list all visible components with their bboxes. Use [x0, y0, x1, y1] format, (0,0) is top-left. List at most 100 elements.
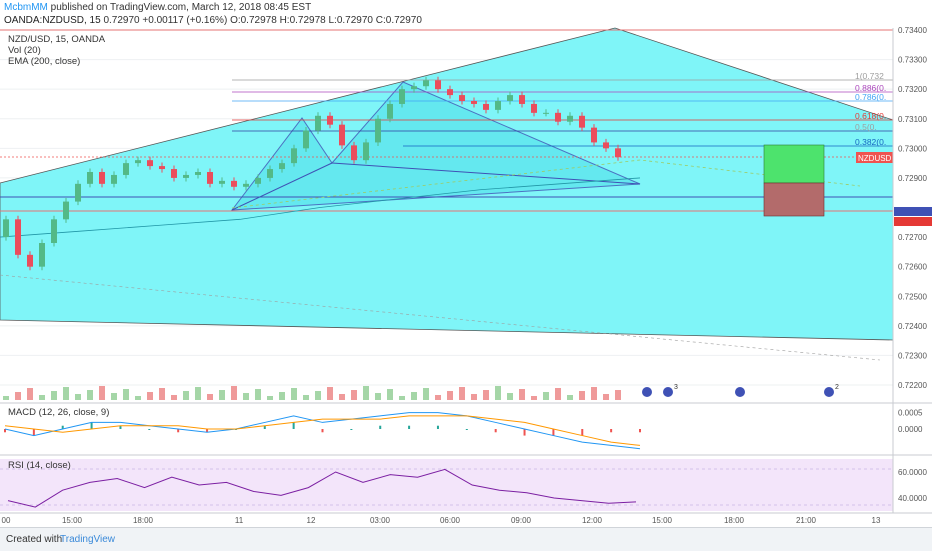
candle-body[interactable]	[207, 172, 213, 184]
volume-bar	[27, 388, 33, 400]
candle-body[interactable]	[435, 80, 441, 90]
volume-bar	[327, 387, 333, 400]
author-name[interactable]: McbmMM	[4, 2, 48, 13]
pattern-leg-bd	[331, 162, 641, 185]
candle-body[interactable]	[243, 183, 249, 187]
macd-histogram-bar	[639, 429, 641, 433]
candle-body[interactable]	[39, 243, 45, 267]
candle-body[interactable]	[87, 172, 93, 184]
ema-line	[0, 177, 641, 238]
long-stop-zone[interactable]	[763, 182, 825, 217]
macd-histogram-bar	[436, 425, 439, 429]
candle-body[interactable]	[339, 124, 345, 146]
candle-body[interactable]	[99, 172, 105, 184]
candle-body[interactable]	[567, 115, 573, 122]
candle-body[interactable]	[579, 115, 585, 128]
candle-body[interactable]	[159, 166, 165, 170]
event-icon[interactable]	[663, 387, 673, 397]
price-axis[interactable]: 0.73400 0.73300 0.73200 0.73100 0.73000 0.729…	[898, 26, 927, 503]
event-icon[interactable]	[735, 387, 745, 397]
candle-body[interactable]	[615, 148, 621, 158]
candle-body[interactable]	[279, 163, 285, 170]
macd-histogram-bar	[61, 425, 64, 429]
candle-body[interactable]	[543, 112, 549, 114]
candle-body[interactable]	[195, 172, 201, 175]
macd-label: MACD (12, 26, close, 9)	[8, 407, 110, 418]
candle-body[interactable]	[399, 89, 405, 104]
candle-body[interactable]	[363, 142, 369, 161]
candle-body[interactable]	[303, 130, 309, 149]
candle-body[interactable]	[471, 101, 477, 104]
candle-body[interactable]	[231, 180, 237, 187]
macd-histogram-bar	[206, 429, 209, 433]
time-tick-label: 18:00	[724, 516, 745, 525]
time-tick-label: 12:00	[582, 516, 603, 525]
volume-bar	[375, 393, 381, 400]
volume-bar	[243, 393, 249, 400]
ohlc-high: H:0.72978	[279, 15, 326, 26]
candle-body[interactable]	[63, 201, 69, 220]
candle-body[interactable]	[183, 174, 189, 178]
ohlc-open: O:0.72978	[230, 15, 277, 26]
volume-bar	[147, 392, 153, 400]
volume-bar	[87, 390, 93, 400]
candle-body[interactable]	[519, 95, 525, 104]
candle-body[interactable]	[351, 145, 357, 161]
event-count: 2	[835, 384, 839, 391]
candle-body[interactable]	[507, 95, 513, 101]
price-tick-label: 0.72400	[898, 322, 927, 331]
candle-body[interactable]	[375, 118, 381, 143]
candle-body[interactable]	[15, 219, 21, 255]
candle-body[interactable]	[483, 103, 489, 110]
time-axis[interactable]: 00 15:00 18:00 11 12 03:00 06:00 09:00 12:00 15:0…	[2, 516, 881, 525]
candle-body[interactable]	[459, 95, 465, 101]
candle-body[interactable]	[591, 127, 597, 143]
pattern-leg-xb	[231, 162, 333, 211]
macd-histogram-bar	[263, 425, 266, 429]
candle-body[interactable]	[555, 112, 561, 122]
candle-body[interactable]	[327, 115, 333, 125]
candle-body[interactable]	[135, 160, 141, 164]
candle-body[interactable]	[123, 163, 129, 175]
volume-bar	[555, 388, 561, 400]
candle-body[interactable]	[447, 89, 453, 96]
candle-body[interactable]	[3, 219, 9, 238]
tradingview-brand[interactable]: TradingView	[60, 534, 116, 545]
candle-body[interactable]	[255, 177, 261, 184]
candle-body[interactable]	[75, 183, 81, 202]
event-icon[interactable]	[824, 387, 834, 397]
event-icon[interactable]	[642, 387, 652, 397]
time-tick-label: 15:00	[652, 516, 673, 525]
candles[interactable]	[3, 76, 621, 271]
volume-bar	[39, 395, 45, 400]
price-chart[interactable]: 3 2 1(0.732 0.886(0. 0.786(0. 0.618(0. 0…	[0, 0, 932, 527]
candle-body[interactable]	[267, 169, 273, 178]
long-target-zone[interactable]	[763, 144, 825, 184]
candle-body[interactable]	[411, 86, 417, 90]
macd-panel[interactable]	[4, 412, 641, 450]
candle-body[interactable]	[495, 101, 501, 110]
macd-histogram-bar	[494, 429, 497, 433]
price-tick-label: 0.73300	[898, 56, 927, 65]
rsi-band	[0, 459, 893, 511]
volume-bar	[471, 394, 477, 400]
candle-body[interactable]	[51, 219, 57, 243]
volume-bar	[219, 390, 225, 400]
event-badges[interactable]: 3 2	[642, 384, 839, 397]
macd-histogram-bar	[610, 429, 613, 433]
candle-body[interactable]	[603, 142, 609, 149]
candle-body[interactable]	[387, 103, 393, 119]
volume-bar	[279, 392, 285, 400]
candle-body[interactable]	[315, 115, 321, 131]
candle-body[interactable]	[291, 148, 297, 164]
volume-bar	[183, 391, 189, 400]
candle-body[interactable]	[171, 169, 177, 178]
candle-body[interactable]	[531, 103, 537, 113]
candle-body[interactable]	[219, 180, 225, 184]
candle-body[interactable]	[423, 80, 429, 87]
symbol-badge-bg	[856, 152, 893, 163]
candle-body[interactable]	[27, 254, 33, 267]
price-tick-label: 0.72300	[898, 351, 927, 360]
candle-body[interactable]	[111, 174, 117, 184]
candle-body[interactable]	[147, 160, 153, 167]
